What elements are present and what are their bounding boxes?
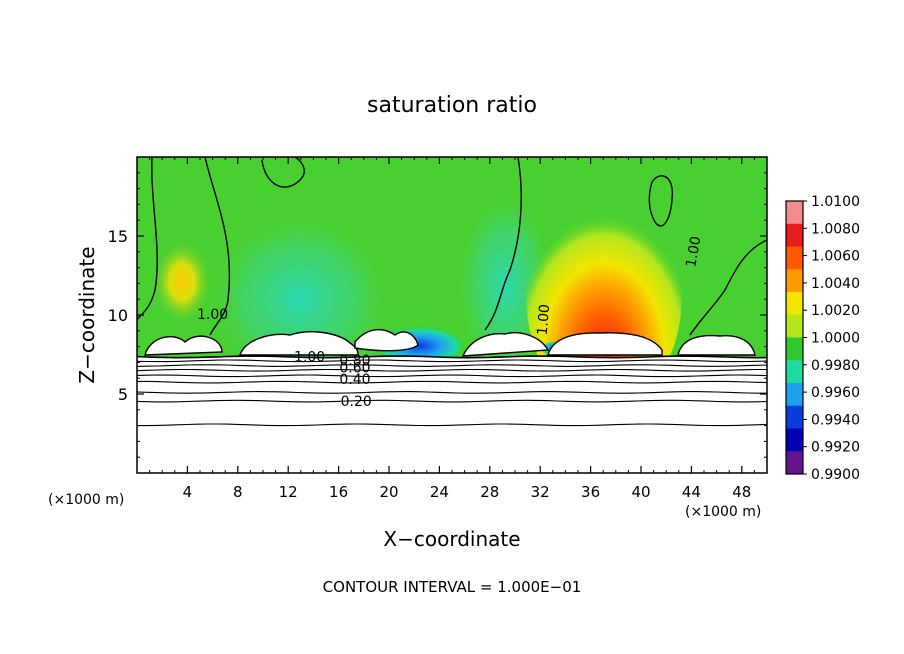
colorbar-swatch <box>786 360 803 384</box>
contour-line <box>136 355 768 359</box>
contour-label: 0.40 <box>339 372 370 388</box>
y-tick-label: 10 <box>108 306 128 325</box>
colorbar-tick-label: 1.0100 <box>811 194 860 210</box>
cloud-base-5 <box>547 332 663 356</box>
colorbar-swatch <box>786 405 803 429</box>
contour-line <box>136 374 768 378</box>
stable-layer <box>137 357 767 473</box>
colorbar-swatch <box>786 246 803 270</box>
colorbar-swatch <box>786 337 803 361</box>
contour-upper-left <box>137 157 158 321</box>
x-tick-label: 12 <box>279 483 298 501</box>
colorbar-swatch <box>786 201 803 225</box>
x-tick-label: 28 <box>480 483 499 501</box>
cloud-base-3 <box>354 328 419 352</box>
colorbar-tick-label: 1.0000 <box>811 331 860 347</box>
x-tick-label: 40 <box>631 483 650 501</box>
colorbar-tick-label: 0.9900 <box>811 467 860 483</box>
x-axis-title: X−coordinate <box>383 527 520 551</box>
contour-label: 1.00 <box>683 235 704 268</box>
colorbar-tick-label: 1.0020 <box>811 303 860 319</box>
cloud-bases <box>144 328 756 357</box>
y-tick-label: 15 <box>108 227 128 246</box>
colorbar-tick-label: 1.0080 <box>811 221 860 237</box>
contour-label: 0.60 <box>339 361 370 377</box>
contour-upper-right <box>689 239 767 336</box>
contour-line <box>137 423 768 427</box>
x-tick-label: 36 <box>581 483 600 501</box>
contour-upper-right-mid <box>484 157 522 331</box>
contour-line <box>136 391 767 394</box>
colorbar-tick-label: 1.0040 <box>811 276 860 292</box>
cloud-base-6 <box>677 334 756 356</box>
x-tick-label: 16 <box>329 483 348 501</box>
x-tick-label: 24 <box>430 483 449 501</box>
x-tick-label: 8 <box>233 483 243 501</box>
chart-title: saturation ratio <box>367 93 537 118</box>
contour-label: 1.00 <box>197 307 228 323</box>
contour-cell-right <box>648 175 674 227</box>
colorbar-swatch <box>786 314 803 338</box>
saturation-field-cyan-right <box>455 190 555 380</box>
colorbar-swatch <box>786 223 803 247</box>
y-tick-label: 5 <box>118 385 128 404</box>
contour-label: 0.20 <box>341 394 372 410</box>
colorbar-swatch <box>786 292 803 316</box>
y-axis-ticks: 5 10 15 <box>108 172 767 458</box>
contour-labels: 1.00 0.800.600.40 0.20 1.00 1.00 1.00 <box>197 235 704 410</box>
colorbar-tick-label: 0.9980 <box>811 358 860 374</box>
x-unit-label: (×1000 m) <box>685 504 761 520</box>
cloud-base-2 <box>239 331 359 356</box>
colorbar-tick-label: 0.9920 <box>811 440 860 456</box>
contour-label: 1.00 <box>294 350 325 366</box>
y-unit-label: (×1000 m) <box>48 492 124 508</box>
x-tick-label: 20 <box>379 483 398 501</box>
colorbar-tick-label: 1.0060 <box>811 249 860 265</box>
x-tick-label: 48 <box>732 483 751 501</box>
colorbar: 1.0100 1.0080 1.0060 1.0040 1.0020 1.0000 0.99… <box>785 194 860 483</box>
contour-cap-left <box>261 157 305 188</box>
colorbar-tick-label: 0.9940 <box>811 412 860 428</box>
cloud-base-4 <box>461 332 550 357</box>
contour-line <box>136 359 768 363</box>
colorbar-swatch <box>786 428 803 452</box>
contour-label: 0.80 <box>339 353 370 369</box>
colorbar-swatch <box>786 269 803 293</box>
contour-line <box>137 380 768 384</box>
colorbar-swatch <box>786 383 803 407</box>
plot-area <box>137 157 767 473</box>
contour-line <box>136 368 767 372</box>
contour-line <box>136 364 768 367</box>
x-tick-label: 32 <box>531 483 550 501</box>
contour-upper-mid <box>204 157 231 336</box>
contour-line <box>136 399 768 403</box>
contour-label: 1.00 <box>535 304 554 336</box>
colorbar-tick-label: 0.9960 <box>811 385 860 401</box>
contour-lines <box>136 355 768 427</box>
saturation-field-yellow-left <box>154 242 210 322</box>
y-axis-title: Z−coordinate <box>75 246 99 383</box>
cloud-base-1 <box>144 335 223 356</box>
x-tick-label: 44 <box>682 483 701 501</box>
x-tick-label: 4 <box>183 483 193 501</box>
colorbar-swatch <box>786 451 803 475</box>
contour-interval-note: CONTOUR INTERVAL = 1.000E−01 <box>323 578 582 596</box>
x-axis-ticks: 4 8 12 16 20 24 28 32 36 40 44 48 <box>149 157 755 501</box>
